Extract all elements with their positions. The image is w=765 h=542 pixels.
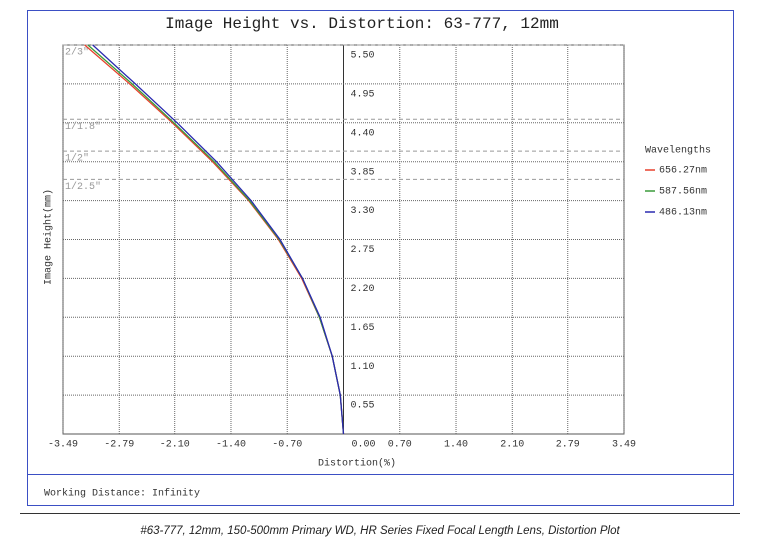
y-tick-label: 5.50 [351,51,375,62]
y-tick-label: 2.75 [351,245,375,256]
x-tick-label: 1.40 [444,440,468,451]
series-line [92,44,345,435]
x-tick-label: 0.00 [351,440,375,451]
x-tick-label: -0.70 [272,440,302,451]
y-tick-label: 2.20 [351,284,375,295]
legend-label: 656.27nm [659,166,707,177]
y-tick-label: 4.95 [351,90,375,101]
y-tick-label: 4.40 [351,128,375,139]
caption: #63-777, 12mm, 150-500mm Primary WD, HR … [140,525,620,537]
x-tick-label: 2.79 [556,440,580,451]
y-tick-label: 3.30 [351,206,375,217]
y-tick-label: 0.55 [351,401,375,412]
x-tick-label: -2.79 [104,440,134,451]
x-tick-label: 2.10 [500,440,524,451]
sensor-format-label: 1/2" [65,153,89,165]
frame [27,10,734,506]
x-axis-label: Distortion(%) [318,458,396,470]
y-tick-label: 3.85 [351,167,375,178]
x-tick-label: -2.10 [160,440,190,451]
x-tick-label: 0.70 [388,440,412,451]
sensor-format-label: 2/3" [65,47,89,59]
legend-label: 486.13nm [659,208,707,219]
y-tick-label: 1.65 [351,323,375,334]
y-tick-label: 1.10 [351,362,375,373]
y-axis-label: Image Height(mm) [43,189,55,285]
chart-title: Image Height vs. Distortion: 63-777, 12m… [165,15,559,33]
footer-note: Working Distance: Infinity [44,488,200,500]
x-tick-label: -3.49 [48,440,78,451]
legend-title: Wavelengths [645,145,711,157]
sensor-format-label: 1/2.5" [65,181,101,193]
legend-label: 587.56nm [659,187,707,198]
x-tick-label: 3.49 [612,440,636,451]
sensor-format-label: 1/1.8" [65,121,101,133]
x-tick-label: -1.40 [216,440,246,451]
